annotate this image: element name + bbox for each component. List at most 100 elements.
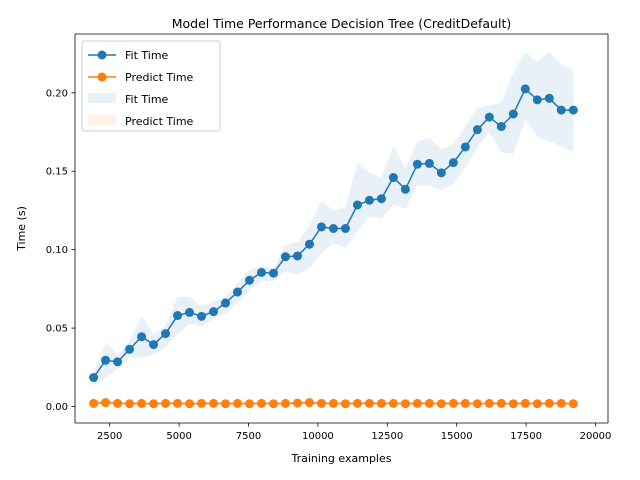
predict-time-point bbox=[161, 398, 171, 408]
y-tick-label: 0.05 bbox=[46, 324, 68, 335]
fit-time-point bbox=[197, 311, 207, 321]
predict-time-point bbox=[400, 399, 410, 409]
legend-fit-time-marker bbox=[97, 50, 107, 60]
fit-time-point bbox=[520, 84, 530, 94]
fit-time-point bbox=[256, 267, 266, 277]
fit-time-point bbox=[556, 105, 566, 115]
predict-time-point bbox=[544, 398, 554, 408]
fit-time-point bbox=[412, 159, 422, 169]
fit-time-point bbox=[568, 105, 578, 115]
fit-time-point bbox=[460, 142, 470, 152]
predict-time-point bbox=[233, 398, 243, 408]
fit-time-point bbox=[185, 307, 195, 317]
predict-time-point bbox=[472, 399, 482, 409]
fit-time-point bbox=[173, 311, 183, 321]
x-tick-label: 5000 bbox=[166, 431, 191, 442]
x-axis-label: Training examples bbox=[291, 452, 392, 465]
fit-time-point bbox=[221, 298, 231, 308]
fit-time-band-0 bbox=[93, 52, 574, 387]
y-tick-label: 0.10 bbox=[46, 245, 68, 256]
y-tick-label: 0.00 bbox=[46, 402, 68, 413]
predict-time-point bbox=[197, 398, 207, 408]
fit-time-point bbox=[484, 112, 494, 122]
predict-time-point bbox=[113, 398, 123, 408]
fit-time-point bbox=[233, 287, 243, 297]
fit-time-point bbox=[424, 158, 434, 168]
predict-time-point bbox=[221, 399, 231, 409]
fit-time-point bbox=[448, 158, 458, 168]
predict-time-point bbox=[568, 399, 578, 409]
legend-predict-time-band-swatch bbox=[88, 115, 116, 125]
fit-time-point bbox=[364, 195, 374, 205]
predict-time-point bbox=[448, 398, 458, 408]
predict-time-point bbox=[460, 398, 470, 408]
fit-time-point bbox=[280, 252, 290, 262]
fit-time-point bbox=[544, 93, 554, 103]
predict-time-point bbox=[256, 398, 266, 408]
fit-time-point bbox=[436, 168, 446, 178]
legend-predict-time-band-label: Predict Time bbox=[125, 115, 194, 128]
x-axis-ticks: 2500 5000 7500 10000 12500 15000 17500 20000 bbox=[97, 423, 611, 442]
fit-time-point bbox=[316, 222, 326, 232]
x-tick-label: 7500 bbox=[236, 431, 261, 442]
predict-time-point bbox=[388, 398, 398, 408]
y-tick-label: 0.15 bbox=[46, 167, 68, 178]
legend-entry-fit-time-line: Fit Time bbox=[88, 49, 169, 62]
fit-time-point bbox=[352, 200, 362, 210]
legend-fit-time-band-label: Fit Time bbox=[125, 93, 169, 106]
predict-time-point bbox=[496, 398, 506, 408]
fit-time-point bbox=[508, 109, 518, 119]
x-tick-label: 17500 bbox=[510, 431, 542, 442]
legend-frame bbox=[81, 40, 221, 132]
y-tick-label: 0.20 bbox=[46, 88, 68, 99]
fit-time-point bbox=[328, 224, 338, 233]
fit-time-point bbox=[376, 194, 386, 204]
fit-time-point bbox=[496, 122, 506, 132]
x-tick-label: 2500 bbox=[97, 431, 122, 442]
predict-time-point bbox=[412, 398, 422, 408]
predict-time-point bbox=[101, 398, 111, 408]
chart-title: Model Time Performance Decision Tree (Cr… bbox=[172, 16, 511, 31]
predict-time-point bbox=[149, 399, 159, 409]
legend: Fit Time Predict Time Fit Time Predict T… bbox=[81, 40, 221, 132]
predict-time-point bbox=[245, 399, 254, 409]
fit-time-point bbox=[101, 355, 111, 365]
fit-time-point bbox=[209, 307, 219, 317]
y-axis-ticks: 0.00 0.05 0.10 0.15 0.20 bbox=[46, 88, 75, 413]
x-tick-label: 20000 bbox=[580, 431, 612, 442]
predict-time-point bbox=[364, 398, 374, 408]
fit-time-point bbox=[89, 373, 99, 383]
fit-time-point bbox=[137, 332, 147, 342]
x-tick-label: 15000 bbox=[441, 431, 473, 442]
y-axis-label: Time (s) bbox=[15, 206, 28, 252]
fit-time-point bbox=[304, 239, 314, 249]
fit-time-point bbox=[400, 184, 410, 194]
fit-time-point bbox=[245, 275, 254, 285]
predict-time-point bbox=[436, 399, 446, 409]
fit-time-point bbox=[292, 251, 302, 261]
predict-time-point bbox=[185, 399, 195, 409]
fit-time-point bbox=[125, 344, 135, 354]
predict-time-point bbox=[340, 399, 350, 409]
predict-time-point bbox=[352, 398, 362, 408]
fit-time-point bbox=[161, 329, 171, 339]
fit-time-point bbox=[149, 340, 159, 350]
legend-fit-time-line-label: Fit Time bbox=[125, 49, 169, 62]
legend-entry-predict-time-band: Predict Time bbox=[88, 115, 194, 128]
legend-fit-time-band-swatch bbox=[88, 93, 116, 103]
predict-time-point bbox=[89, 398, 99, 408]
predict-time-series bbox=[89, 398, 578, 409]
fit-time-point bbox=[388, 173, 398, 183]
series-layer bbox=[89, 84, 578, 409]
predict-time-point bbox=[292, 398, 302, 408]
predict-time-point bbox=[125, 399, 135, 409]
fit-time-series bbox=[89, 84, 578, 383]
predict-time-point bbox=[209, 398, 219, 408]
legend-entry-predict-time-line: Predict Time bbox=[88, 71, 194, 84]
predict-time-point bbox=[484, 398, 494, 408]
predict-time-point bbox=[376, 398, 386, 408]
predict-time-point bbox=[316, 398, 326, 408]
predict-time-point bbox=[424, 398, 434, 408]
predict-time-point bbox=[137, 398, 147, 408]
plot-frame bbox=[74, 33, 609, 424]
